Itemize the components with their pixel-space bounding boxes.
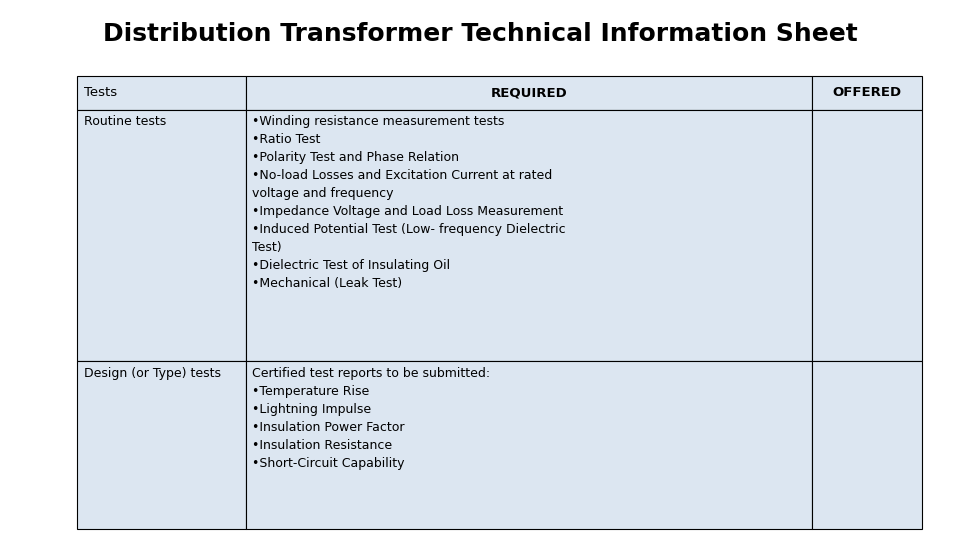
Text: •Winding resistance measurement tests
•Ratio Test
•Polarity Test and Phase Relat: •Winding resistance measurement tests •R… — [252, 115, 566, 290]
Bar — [812, 110, 922, 361]
Bar — [246, 110, 812, 361]
Bar — [812, 76, 922, 110]
Bar — [77, 361, 246, 529]
Text: Distribution Transformer Technical Information Sheet: Distribution Transformer Technical Infor… — [103, 22, 857, 45]
Text: REQUIRED: REQUIRED — [491, 86, 567, 99]
Text: Certified test reports to be submitted:
•Temperature Rise
•Lightning Impulse
•In: Certified test reports to be submitted: … — [252, 367, 491, 470]
Bar — [812, 361, 922, 529]
Text: Design (or Type) tests: Design (or Type) tests — [84, 367, 221, 380]
Bar — [246, 361, 812, 529]
Text: Tests: Tests — [84, 86, 117, 99]
Text: Routine tests: Routine tests — [84, 115, 166, 128]
Text: OFFERED: OFFERED — [832, 86, 901, 99]
Bar — [77, 110, 246, 361]
Bar — [77, 76, 246, 110]
Bar — [246, 76, 812, 110]
